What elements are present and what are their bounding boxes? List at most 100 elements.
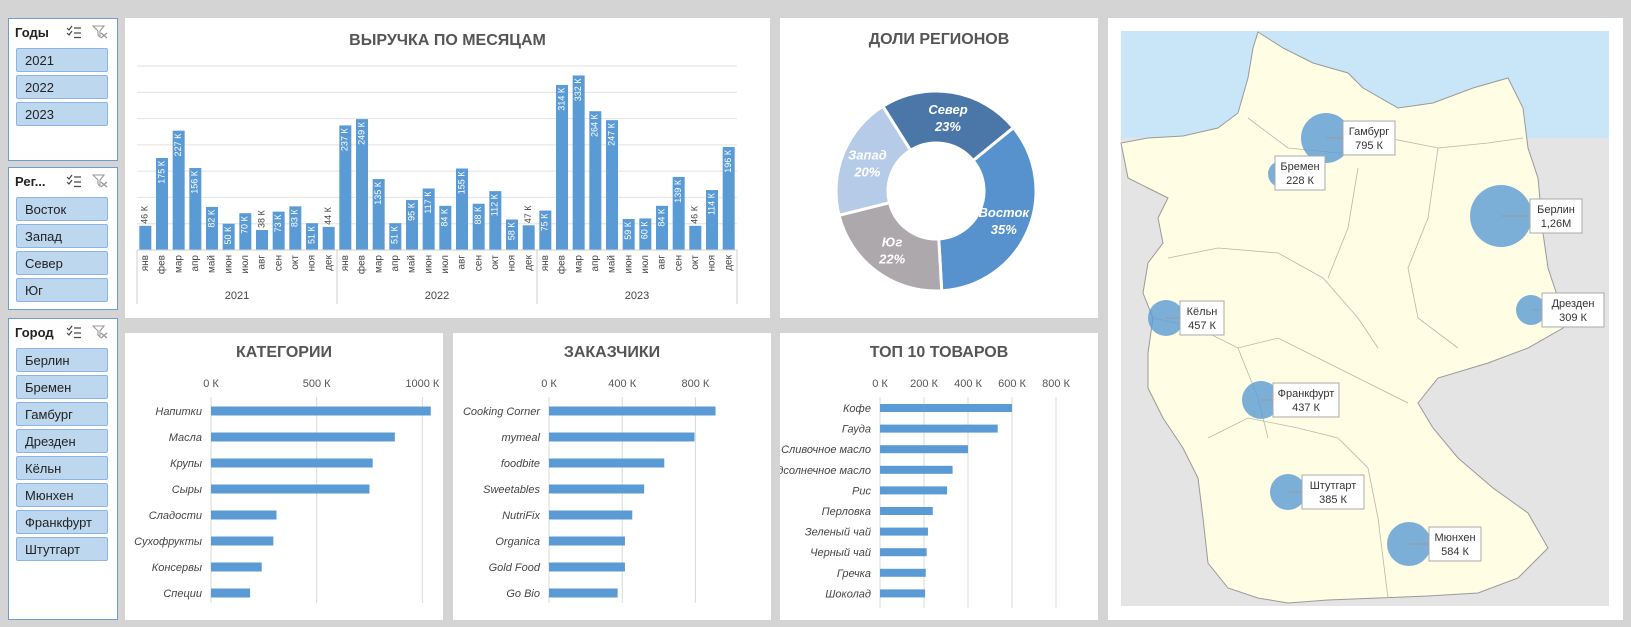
category-label: Gold Food [489,562,541,574]
year-label: 2022 [425,290,449,302]
revenue-data-label: 112 К [490,193,500,216]
category-bar [211,484,370,494]
category-label: Сыры [172,484,202,496]
years-slicer-item[interactable]: 2022 [16,75,108,99]
revenue-data-label: 156 К [190,170,200,194]
regions-slicer-item[interactable]: Север [16,251,108,275]
month-label: июн [423,255,434,274]
city-value-label: 457 К [1188,320,1216,332]
cities-slicer: Город Берлин Бремен Гамбург Дрезден Кёльн Мюн… [8,318,118,620]
revenue-data-label: 51 К [390,225,400,244]
multi-select-icon[interactable] [63,23,85,41]
regions-slicer-item[interactable]: Запад [16,224,108,248]
revenue-bar [339,125,352,250]
category-label: Рис [852,485,871,497]
cities-slicer-item[interactable]: Гамбург [16,402,108,426]
month-label: авг [457,255,468,270]
category-bar [211,562,262,572]
category-bar [880,424,998,433]
month-label: дек [523,254,534,270]
cities-slicer-item[interactable]: Дрезден [16,429,108,453]
category-label: Go Bio [506,588,540,600]
category-label: Перловка [822,506,871,518]
city-callout-box [1274,155,1326,191]
cities-slicer-item[interactable]: Франкфурт [16,510,108,534]
revenue-data-label: 247 К [606,122,616,146]
category-label: Масла [169,432,202,444]
category-bar [880,568,926,577]
revenue-bar [172,130,185,250]
years-slicer-item[interactable]: 2021 [16,48,108,72]
cities-slicer-item[interactable]: Мюнхен [16,483,108,507]
x-tick-label: 0 К [872,378,888,390]
month-label: дек [323,254,334,270]
city-callout-box [1541,292,1605,328]
month-label: мар [573,255,584,273]
revenue-data-label: 47 К [523,205,533,224]
category-bar [211,458,373,468]
revenue-bar [289,206,302,250]
x-tick-label: 800 К [1042,378,1070,390]
x-tick-label: 0 К [203,378,219,390]
region-slice [837,200,944,293]
category-bar [880,404,1012,412]
revenue-bar [589,111,602,250]
years-slicer-item[interactable]: 2023 [16,102,108,126]
regions-slicer-item[interactable]: Юг [16,278,108,302]
x-tick-label: 1000 К [405,378,440,390]
revenue-bar [372,179,385,250]
x-tick-label: 0 К [541,378,557,390]
category-label: Сливочное масло [781,444,871,456]
revenue-data-label: 114 К [706,192,716,215]
clear-filter-icon[interactable] [89,23,111,41]
month-label: июл [640,255,651,274]
clear-filter-icon[interactable] [89,323,111,341]
revenue-bar [222,223,235,250]
revenue-data-label: 73 К [273,214,283,233]
month-label: янв [140,255,151,271]
cities-slicer-item[interactable]: Кёльн [16,456,108,480]
region-slice [834,104,913,218]
revenue-bar [356,119,368,251]
cities-slicer-item[interactable]: Берлин [16,348,108,372]
revenue-data-label: 88 К [473,206,483,225]
regions-chart-panel: ДОЛИ РЕГИОНОВ Север 23% Восток 35% Юг 22% Запа… [780,18,1098,318]
city-name-label: Франкфурт [1278,388,1335,400]
month-label: сен [273,255,284,271]
revenue-data-label: 46 К [140,205,150,224]
month-label: янв [540,255,551,271]
city-name-label: Берлин [1537,204,1575,216]
city-value-label: 795 К [1355,140,1383,152]
month-label: ноя [707,255,718,272]
category-bar [880,589,926,598]
revenue-chart-panel: ВЫРУЧКА ПО МЕСЯЦАМ 46 К янв 175 К фев 227 К м… [125,18,770,318]
city-value-label: 584 К [1441,546,1469,558]
category-bar [549,406,716,416]
cities-slicer-item[interactable]: Бремен [16,375,108,399]
month-label: июл [240,255,251,274]
revenue-data-label: 139 К [673,179,683,203]
revenue-bar [606,120,618,250]
city-value-label: 309 К [1559,312,1587,324]
revenue-data-label: 75 К [540,213,550,232]
month-label: ноя [307,255,318,272]
month-label: ноя [507,255,518,272]
category-label: NutriFix [502,510,540,522]
clear-filter-icon[interactable] [89,172,111,190]
years-slicer-header: Годы [9,19,117,45]
city-value-label: 228 К [1286,175,1314,187]
x-tick-label: 200 К [910,378,938,390]
multi-select-icon[interactable] [63,172,85,190]
cities-slicer-item[interactable]: Штутгарт [16,537,108,561]
revenue-data-label: 314 К [556,87,566,111]
revenue-data-label: 38 К [256,210,266,229]
month-label: сен [473,255,484,271]
city-value-label: 385 К [1319,494,1347,506]
category-bar [880,486,948,495]
revenue-bar [622,218,635,250]
multi-select-icon[interactable] [63,323,85,341]
revenue-bar [489,191,502,250]
x-tick-label: 400 К [608,378,636,390]
regions-slicer-item[interactable]: Восток [16,197,108,221]
